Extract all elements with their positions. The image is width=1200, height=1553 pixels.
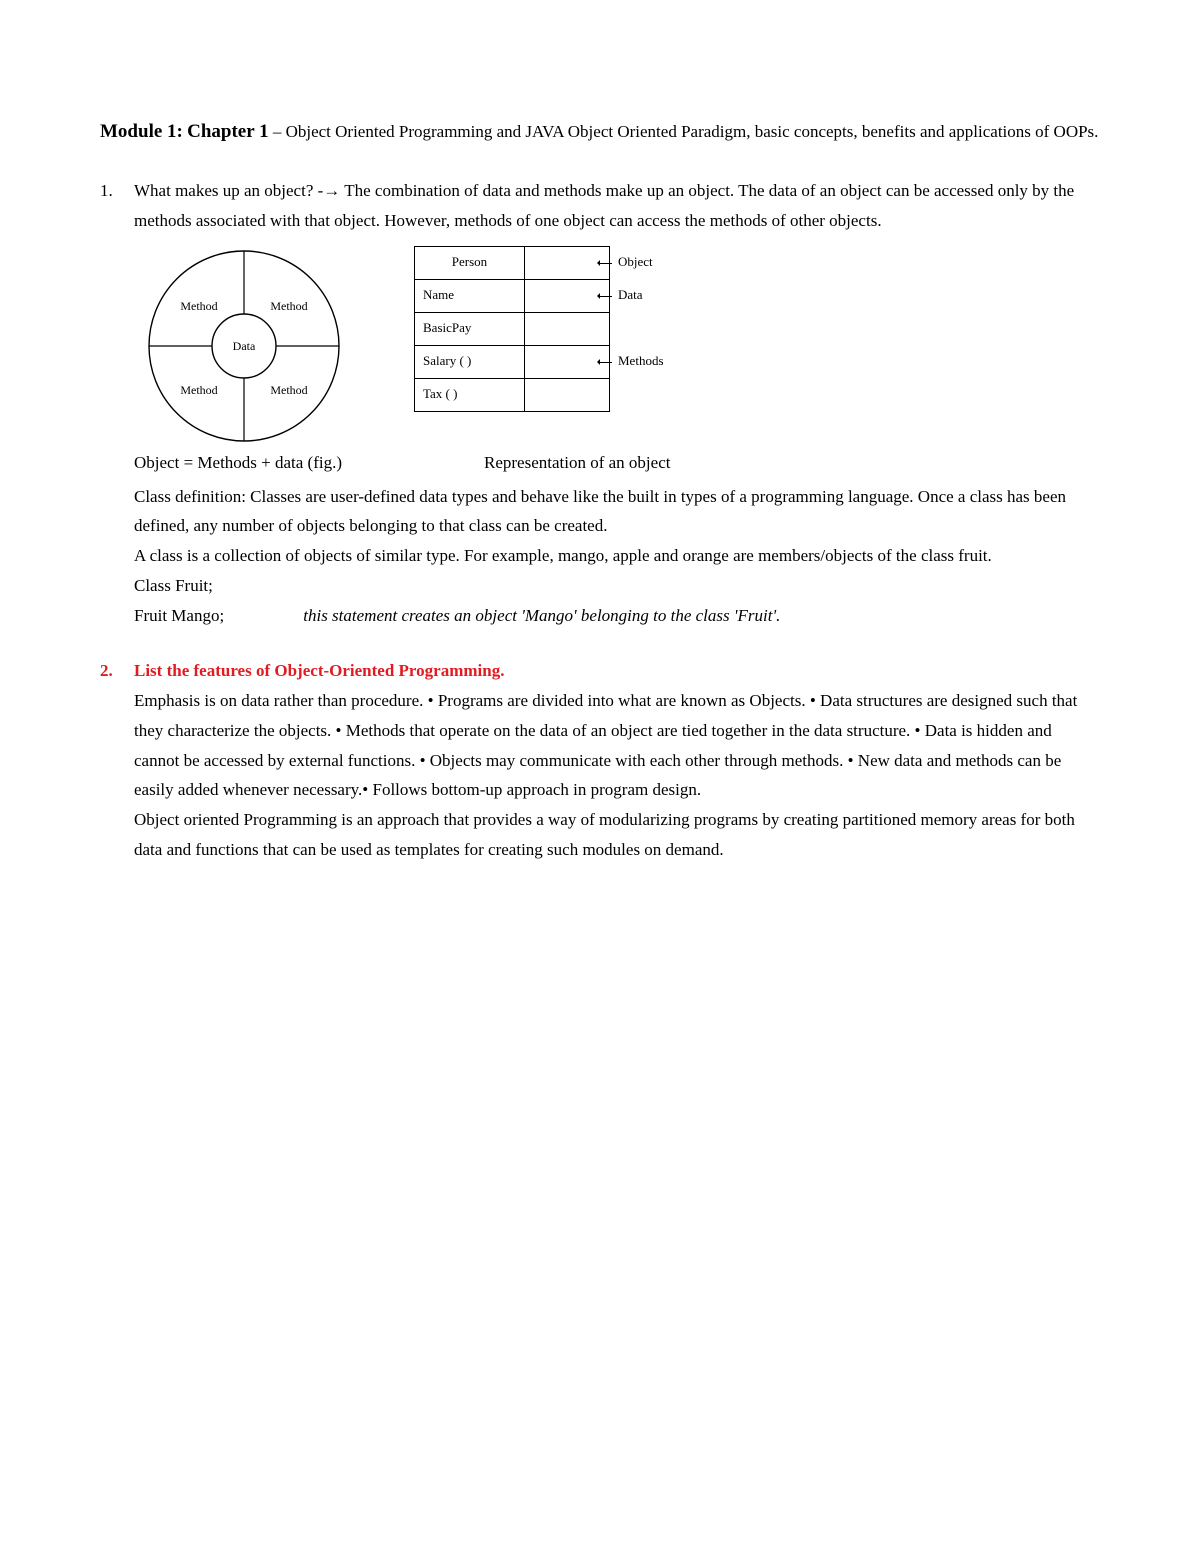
table-row: Person Object: [415, 246, 685, 279]
q2-number: 2.: [100, 656, 134, 864]
cell-name: Name: [415, 279, 525, 312]
caption-2: Representation of an object: [484, 448, 670, 478]
annot-data: Data: [610, 279, 685, 312]
circle-q3: Method: [180, 383, 217, 397]
q2-paragraph-2: Object oriented Programming is an approa…: [134, 805, 1100, 865]
class-definition: Class definition: Classes are user-defin…: [134, 482, 1100, 542]
table-row: Salary ( ) Methods: [415, 345, 685, 378]
cell-empty: [525, 378, 610, 411]
q2-paragraph-1: Emphasis is on data rather than procedur…: [134, 686, 1100, 805]
circle-diagram: Data Method Method Method Method: [134, 246, 354, 446]
annot-object: Object: [610, 246, 685, 279]
module-heading: Module 1: Chapter 1 – Object Oriented Pr…: [100, 115, 1100, 148]
captions-row: Object = Methods + data (fig.) Represent…: [134, 448, 1100, 478]
annot-empty: [610, 378, 685, 411]
class-fruit: Class Fruit;: [134, 571, 1100, 601]
object-table-diagram: Person Object Name Data BasicPay Salary …: [414, 246, 734, 412]
fruit-mango-comment: this statement creates an object 'Mango'…: [303, 606, 780, 625]
fruit-mango-decl: Fruit Mango;: [134, 601, 299, 631]
module-label: Module 1:: [100, 121, 183, 142]
annot-empty: [610, 312, 685, 345]
circle-q1: Method: [180, 299, 217, 313]
table-row: Tax ( ): [415, 378, 685, 411]
caption-1: Object = Methods + data (fig.): [134, 448, 484, 478]
class-collection: A class is a collection of objects of si…: [134, 541, 1100, 571]
diagrams-row: Data Method Method Method Method Person …: [134, 246, 1100, 446]
q1-question: What makes up an object? -: [134, 181, 323, 200]
annot-methods: Methods: [610, 345, 685, 378]
table-row: BasicPay: [415, 312, 685, 345]
cell-basicpay: BasicPay: [415, 312, 525, 345]
circle-q4: Method: [270, 383, 307, 397]
question-2: 2. List the features of Object-Oriented …: [100, 656, 1100, 864]
heading-rest: – Object Oriented Programming and JAVA O…: [273, 122, 1099, 141]
object-table: Person Object Name Data BasicPay Salary …: [414, 246, 685, 412]
cell-salary: Salary ( ): [415, 345, 525, 378]
cell-empty: [525, 312, 610, 345]
fruit-mango-line: Fruit Mango; this statement creates an o…: [134, 601, 1100, 631]
chapter-label: Chapter 1: [187, 121, 268, 142]
q1-number: 1.: [100, 176, 134, 236]
arrow-icon: →: [323, 181, 340, 200]
circle-q2: Method: [270, 299, 307, 313]
circle-center: Data: [233, 339, 256, 353]
question-1: 1. What makes up an object? -→ The combi…: [100, 176, 1100, 630]
q1-text: What makes up an object? -→ The combinat…: [134, 176, 1100, 236]
table-row: Name Data: [415, 279, 685, 312]
q2-title: List the features of Object-Oriented Pro…: [134, 656, 1100, 686]
cell-tax: Tax ( ): [415, 378, 525, 411]
cell-person: Person: [415, 246, 525, 279]
